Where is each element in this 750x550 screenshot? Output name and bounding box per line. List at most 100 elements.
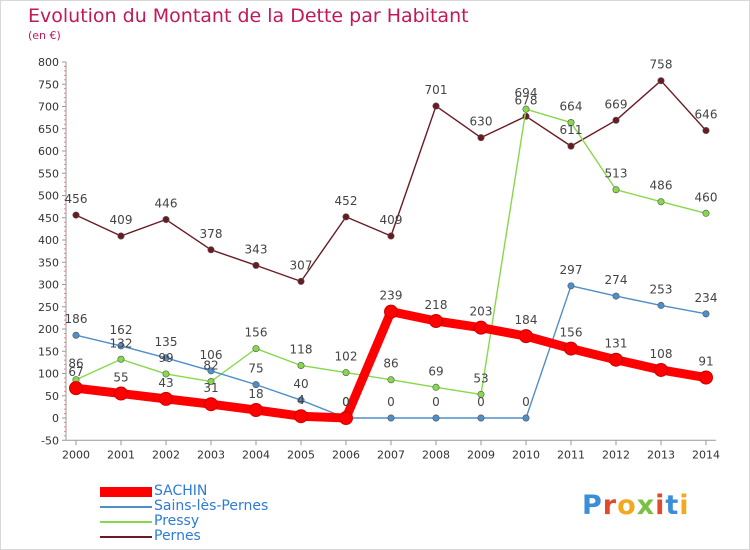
data-point [162, 354, 170, 362]
data-label: 513 [605, 167, 628, 181]
y-tick-label: -50 [41, 434, 59, 447]
data-point [567, 119, 575, 127]
x-tick-label: 2012 [602, 448, 630, 461]
data-label: 611 [560, 123, 583, 137]
series-lines [69, 77, 713, 425]
data-label: 694 [515, 86, 538, 100]
data-label: 75 [248, 362, 263, 376]
data-point [612, 116, 620, 124]
data-label: 234 [695, 291, 718, 305]
data-point [252, 261, 260, 269]
data-label: 91 [698, 355, 713, 369]
data-point [249, 402, 263, 417]
data-label: 162 [110, 323, 133, 337]
data-label: 664 [560, 100, 583, 114]
data-point [612, 186, 620, 194]
data-point [609, 352, 623, 367]
x-tick-label: 2011 [557, 448, 585, 461]
data-label: 0 [342, 395, 350, 409]
chart-unit: (en €) [28, 29, 61, 42]
y-tick-label: 150 [38, 345, 59, 358]
data-label: 0 [387, 395, 395, 409]
data-label: 67 [68, 365, 83, 379]
data-label: 186 [65, 312, 88, 326]
data-point [654, 362, 668, 377]
data-label: 669 [605, 97, 628, 111]
data-point [657, 301, 665, 309]
data-label: 86 [383, 357, 398, 371]
y-tick-label: 600 [38, 145, 59, 158]
data-point [297, 361, 305, 369]
y-tick-label: 450 [38, 212, 59, 225]
x-tick-label: 2000 [62, 448, 90, 461]
data-label: 0 [342, 395, 350, 409]
data-point [477, 390, 485, 398]
data-point [339, 411, 353, 425]
data-label: 132 [110, 336, 133, 350]
data-label: 456 [65, 192, 88, 206]
data-point [342, 213, 350, 221]
legend-swatch-pressy [100, 521, 152, 523]
data-point [72, 211, 80, 219]
data-point [162, 370, 170, 378]
data-label: 646 [695, 108, 718, 122]
x-tick-label: 2004 [242, 448, 270, 461]
data-point [387, 414, 395, 422]
legend-label-sains: Sains-lès-Pernes [154, 498, 269, 514]
data-label: 307 [290, 258, 313, 272]
data-label: 0 [477, 395, 485, 409]
data-label: 0 [432, 395, 440, 409]
data-point [657, 77, 665, 85]
x-tick-label: 2001 [107, 448, 135, 461]
data-point [432, 383, 440, 391]
y-tick-label: 650 [38, 123, 59, 136]
y-tick-label: 300 [38, 279, 59, 292]
data-point [207, 367, 215, 375]
data-label: 630 [470, 115, 493, 129]
data-label: 486 [650, 179, 673, 193]
logo-letter: P [582, 490, 603, 521]
data-label: 108 [650, 347, 673, 361]
data-label: 678 [515, 93, 538, 107]
data-point [387, 232, 395, 240]
logo-letter: r [602, 490, 618, 521]
data-label: 31 [203, 381, 218, 395]
data-point [117, 232, 125, 240]
data-label: 43 [158, 376, 173, 390]
axes: -500501001502002503003504004505005506006… [38, 56, 720, 461]
data-point [252, 345, 260, 353]
x-tick-label: 2007 [377, 448, 405, 461]
data-label: 118 [290, 342, 313, 356]
data-point [342, 369, 350, 377]
data-point [519, 329, 533, 344]
logo-letter: i [655, 490, 666, 521]
data-label: 69 [428, 364, 443, 378]
y-tick-label: 50 [45, 390, 59, 403]
x-tick-label: 2014 [692, 448, 720, 461]
y-tick-label: 100 [38, 368, 59, 381]
data-label: 131 [605, 337, 628, 351]
data-label: 452 [335, 194, 358, 208]
x-tick-label: 2010 [512, 448, 540, 461]
y-tick-label: 400 [38, 234, 59, 247]
data-point [567, 142, 575, 150]
data-label: 378 [200, 227, 223, 241]
data-label: 218 [425, 298, 448, 312]
data-label: 53 [473, 371, 488, 385]
data-point [567, 282, 575, 290]
y-tick-label: 250 [38, 301, 59, 314]
data-point [69, 381, 83, 396]
legend-label-pernes: Pernes [154, 528, 201, 544]
data-point [294, 409, 308, 424]
data-point [699, 370, 713, 385]
data-label: 701 [425, 83, 448, 97]
data-label: 86 [68, 357, 83, 371]
data-point [117, 342, 125, 350]
data-label: 758 [650, 58, 673, 72]
logo-letter: x [636, 490, 656, 521]
data-labels: 456 409 446 378 343 307 452 409 701 630 678 611 669 7… [65, 58, 718, 409]
data-point [522, 112, 530, 120]
y-tick-label: 700 [38, 101, 59, 114]
data-point [432, 414, 440, 422]
data-label: 106 [200, 348, 223, 362]
